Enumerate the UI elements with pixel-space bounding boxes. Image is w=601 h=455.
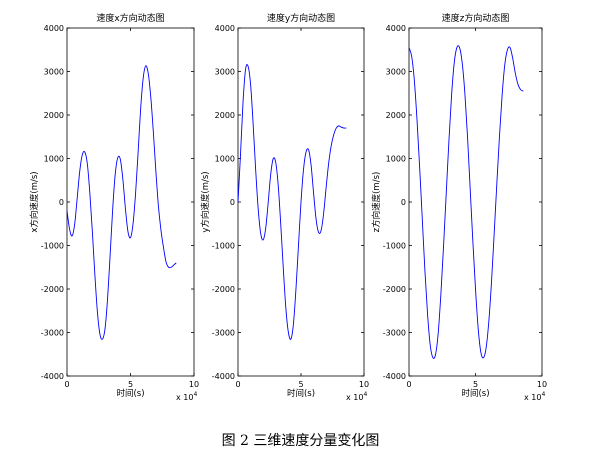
y-tick-label: 1000 xyxy=(215,155,235,164)
y-tick-label: 4000 xyxy=(215,24,235,33)
y-tick-label: 0 xyxy=(401,198,406,207)
y-axis-label: x方向速度(m/s) xyxy=(29,171,40,232)
y-tick-label: 0 xyxy=(230,198,235,207)
chart-panel-y: -4000 -3000 -2000 -1000 0 1000 2000 3000 4000 0 5 1… xyxy=(200,12,369,402)
y-tick-label: -1000 xyxy=(212,242,235,251)
y-tick-label: -2000 xyxy=(383,285,406,294)
plot-area xyxy=(66,27,195,377)
series-line xyxy=(237,64,347,340)
x-axis-multiplier: x 104 xyxy=(346,391,367,402)
series-line xyxy=(408,45,524,359)
y-tick-label: -3000 xyxy=(212,329,235,338)
x-tick-label: 10 xyxy=(537,380,547,389)
x-tick-label: 0 xyxy=(235,380,240,389)
x-axis-label: 时间(s) xyxy=(461,388,489,399)
y-axis-label: z方向速度(m/s) xyxy=(371,172,382,233)
x-tick-label: 0 xyxy=(406,380,411,389)
y-tick-label: -4000 xyxy=(212,372,235,381)
chart-title: 速度y方向动态图 xyxy=(267,12,335,24)
x-tick-label: 0 xyxy=(64,380,69,389)
figure-caption: 图 2 三维速度分量变化图 xyxy=(221,433,380,449)
plot-area xyxy=(408,27,543,377)
y-tick-label: -4000 xyxy=(383,372,406,381)
y-tick-label: 1000 xyxy=(386,155,406,164)
y-tick-label: 3000 xyxy=(44,68,64,77)
x-axis-multiplier: x 104 xyxy=(524,391,545,402)
x-tick-label: 10 xyxy=(359,380,369,389)
y-tick-label: 3000 xyxy=(215,68,235,77)
y-axis-label: y方向速度(m/s) xyxy=(200,171,211,232)
x-axis-multiplier: x 104 xyxy=(176,391,197,402)
series-line xyxy=(66,65,177,340)
chart-panel-z: -4000 -3000 -2000 -1000 0 1000 2000 3000 4000 0 5 1… xyxy=(371,12,547,402)
y-tick-label: -2000 xyxy=(212,285,235,294)
y-tick-label: 2000 xyxy=(215,111,235,120)
y-tick-label: -1000 xyxy=(41,242,64,251)
x-axis-label: 时间(s) xyxy=(287,388,315,399)
chart-panel-x: -4000 -3000 -2000 -1000 0 1000 2000 3000 4000 0 5 1… xyxy=(29,12,199,402)
y-tick-label: -4000 xyxy=(41,372,64,381)
y-tick-label: 3000 xyxy=(386,68,406,77)
y-tick-label: -3000 xyxy=(383,329,406,338)
chart-title: 速度z方向动态图 xyxy=(442,12,510,24)
x-axis-label: 时间(s) xyxy=(116,388,144,399)
y-tick-label: -3000 xyxy=(41,329,64,338)
x-tick-label: 5 xyxy=(298,380,303,389)
chart-title: 速度x方向动态图 xyxy=(96,12,164,24)
y-tick-label: -1000 xyxy=(383,242,406,251)
x-tick-label: 5 xyxy=(473,380,478,389)
x-tick-label: 10 xyxy=(189,380,199,389)
y-tick-label: 4000 xyxy=(386,24,406,33)
y-tick-label: 1000 xyxy=(44,155,64,164)
x-tick-label: 5 xyxy=(128,380,133,389)
y-tick-label: 0 xyxy=(59,198,64,207)
y-tick-label: 2000 xyxy=(386,111,406,120)
y-tick-label: 2000 xyxy=(44,111,64,120)
y-tick-label: 4000 xyxy=(44,24,64,33)
y-tick-label: -2000 xyxy=(41,285,64,294)
